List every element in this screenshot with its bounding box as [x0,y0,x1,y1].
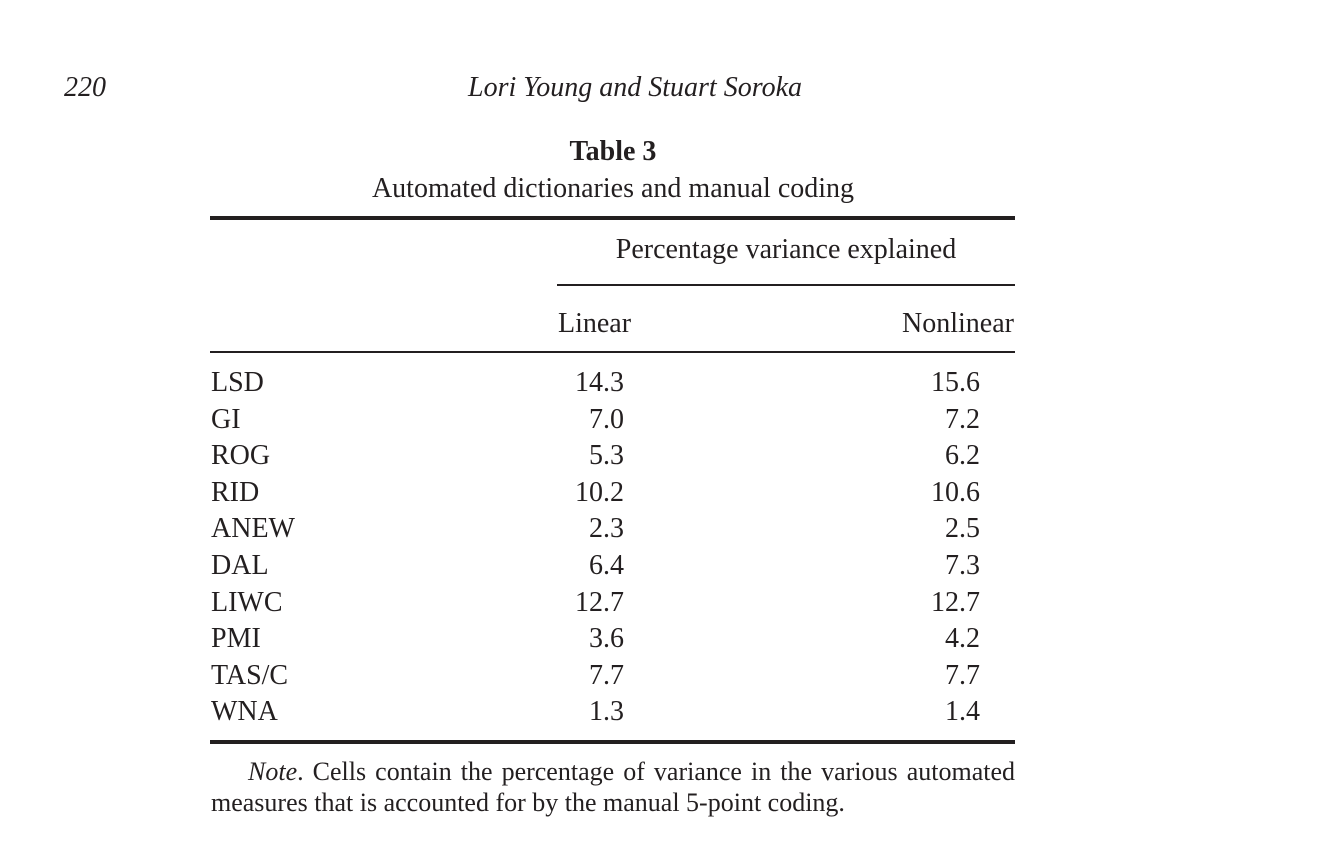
page-number: 220 [64,72,106,103]
table-row: LIWC 12.7 12.7 [210,585,1015,622]
spanner-rule [557,284,1015,286]
table-note: Note. Cells contain the percentage of va… [211,756,1015,818]
cell-linear: 3.6 [589,623,624,655]
running-head: Lori Young and Stuart Soroka [468,72,802,103]
cell-linear: 10.2 [575,476,624,508]
note-text: . Cells contain the percentage of varian… [211,757,1015,817]
table-row: GI 7.0 7.2 [210,402,1015,439]
table-row: WNA 1.3 1.4 [210,694,1015,731]
row-label: TAS/C [211,659,289,691]
column-header-nonlinear: Nonlinear [902,308,1014,339]
cell-linear: 6.4 [589,549,624,581]
cell-linear: 1.3 [589,696,624,728]
row-label: WNA [211,696,278,728]
table-row: ROG 5.3 6.2 [210,438,1015,475]
cell-nonlinear: 12.7 [931,586,980,618]
cell-linear: 5.3 [589,440,624,472]
table-bottom-rule [210,740,1015,744]
cell-nonlinear: 7.3 [945,549,980,581]
table-caption: Automated dictionaries and manual coding [371,173,855,204]
cell-linear: 12.7 [575,586,624,618]
cell-linear: 7.0 [589,403,624,435]
cell-linear: 2.3 [589,513,624,545]
row-label: RID [211,476,260,508]
table-row: PMI 3.6 4.2 [210,621,1015,658]
table-body: LSD 14.3 15.6 GI 7.0 7.2 ROG 5.3 6.2 RID 10.2 10.6 A… [210,365,1015,731]
cell-nonlinear: 6.2 [945,440,980,472]
note-label: Note [248,757,298,786]
row-label: LSD [211,367,264,398]
cell-nonlinear: 15.6 [931,367,980,398]
table-row: ANEW 2.3 2.5 [210,511,1015,548]
cell-linear: 14.3 [575,367,624,398]
table-row: TAS/C 7.7 7.7 [210,658,1015,695]
row-label: GI [211,403,241,435]
table-title: Table 3 [569,136,657,167]
row-label: ANEW [211,513,295,545]
row-label: LIWC [211,586,283,618]
header-rule [210,351,1015,353]
cell-nonlinear: 7.7 [945,659,980,691]
row-label: ROG [211,440,271,472]
row-label: DAL [211,549,269,581]
table-row: DAL 6.4 7.3 [210,548,1015,585]
cell-nonlinear: 7.2 [945,403,980,435]
row-label: PMI [211,623,261,655]
column-spanner-heading: Percentage variance explained [615,234,957,265]
cell-linear: 7.7 [589,659,624,691]
cell-nonlinear: 1.4 [945,696,980,728]
table-row: LSD 14.3 15.6 [210,365,1015,402]
cell-nonlinear: 2.5 [945,513,980,545]
cell-nonlinear: 10.6 [931,476,980,508]
table-top-rule [210,216,1015,220]
column-header-linear: Linear [558,308,632,339]
table-row: RID 10.2 10.6 [210,475,1015,512]
cell-nonlinear: 4.2 [945,623,980,655]
